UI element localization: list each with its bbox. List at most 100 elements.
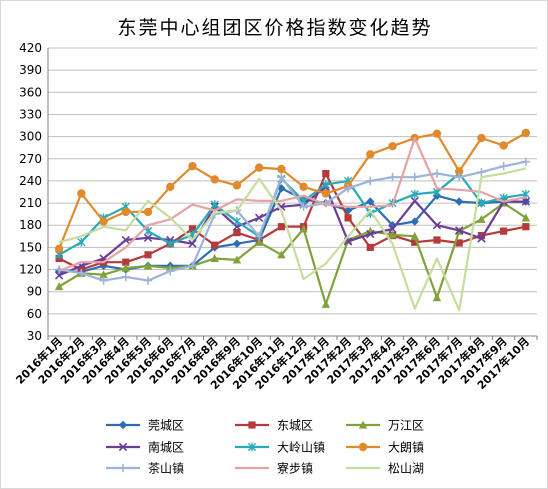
data-point: [143, 207, 153, 217]
data-point: [121, 207, 130, 217]
data-point: [210, 200, 219, 209]
data-point: [321, 299, 331, 308]
data-point: [210, 175, 219, 184]
data-point: [477, 167, 486, 177]
series-6: [54, 128, 531, 254]
grid-layer: [48, 47, 537, 337]
data-point: [343, 184, 353, 193]
data-point: [54, 271, 64, 280]
data-point: [277, 202, 286, 211]
legend-label: 万江区: [388, 419, 424, 433]
legend-swatch-marker: [118, 463, 128, 473]
data-point: [477, 234, 486, 243]
data-point: [477, 214, 486, 223]
y-tick-label: 390: [19, 63, 42, 77]
data-point: [299, 224, 308, 233]
y-tick-label: 420: [19, 41, 42, 55]
data-point: [54, 282, 64, 291]
data-point: [366, 229, 375, 239]
legend-item: 万江区: [346, 419, 424, 433]
series-layer: [54, 128, 531, 312]
chart-title: 东莞中心组团区价格指数变化趋势: [117, 17, 433, 39]
legend-item: 寮步镇: [235, 461, 313, 476]
data-point: [210, 254, 219, 263]
data-point: [366, 176, 375, 186]
data-point: [455, 197, 464, 206]
data-point: [432, 293, 442, 302]
data-point: [77, 237, 86, 247]
data-point: [521, 128, 531, 138]
legend-swatch-marker: [358, 420, 368, 429]
data-point: [410, 173, 419, 182]
y-tick-label: 300: [19, 130, 42, 144]
y-tick-label: 90: [27, 285, 42, 299]
data-point: [388, 224, 397, 234]
y-tick-label: 210: [19, 196, 42, 210]
series-line: [58, 202, 527, 306]
data-point: [277, 164, 286, 174]
data-point: [233, 229, 241, 237]
legend-label: 寮步镇: [277, 461, 313, 476]
data-point: [54, 244, 64, 254]
data-point: [432, 221, 442, 230]
data-point: [254, 163, 264, 172]
legend-item: 南城区: [106, 440, 184, 455]
data-point: [455, 173, 464, 182]
data-point: [277, 173, 286, 182]
data-point: [477, 133, 486, 143]
series-9: [58, 167, 527, 312]
data-point: [99, 276, 108, 285]
data-point: [432, 129, 442, 138]
data-point: [388, 173, 397, 182]
data-point: [121, 263, 130, 272]
legend-swatch-marker: [358, 442, 368, 452]
data-point: [144, 251, 152, 259]
data-point: [232, 217, 242, 226]
y-tick-label: 270: [19, 152, 42, 166]
data-point: [477, 198, 486, 208]
data-point: [232, 181, 242, 190]
data-point: [411, 238, 419, 246]
legend-swatch-marker: [247, 442, 257, 452]
data-point: [77, 269, 86, 278]
legend-label: 莞城区: [148, 419, 184, 433]
data-point: [188, 161, 197, 171]
data-point: [99, 217, 108, 226]
data-point: [499, 141, 508, 150]
data-point: [121, 235, 130, 245]
legend-label: 东城区: [277, 419, 313, 433]
data-point: [477, 231, 486, 240]
y-tick-label: 30: [27, 329, 42, 343]
series-line: [58, 172, 527, 271]
data-point: [299, 202, 308, 211]
data-point: [143, 276, 153, 285]
y-tick-label: 330: [19, 107, 42, 121]
data-point: [77, 189, 86, 198]
data-point: [388, 142, 397, 151]
legend-item: 大朗镇: [346, 441, 424, 455]
y-tick-label: 360: [19, 85, 42, 99]
data-point: [99, 270, 108, 279]
y-tick-label: 180: [19, 218, 42, 232]
legend-swatch-marker: [248, 421, 256, 429]
series-line: [58, 167, 527, 312]
legend-item: 东城区: [235, 419, 313, 433]
data-point: [344, 214, 352, 222]
data-point: [366, 243, 374, 251]
legend-label: 茶山镇: [148, 461, 184, 476]
legend-item: 松山湖: [346, 461, 424, 476]
data-point: [188, 239, 197, 248]
data-point: [232, 255, 242, 264]
y-tick-label: 240: [19, 174, 42, 188]
data-point: [521, 157, 531, 166]
data-point: [254, 237, 264, 246]
data-point: [254, 232, 264, 241]
legend-item: 大岭山镇: [235, 441, 325, 455]
data-point: [166, 266, 175, 276]
legend-label: 松山湖: [388, 461, 424, 476]
series-line: [58, 137, 527, 273]
series-line: [58, 160, 527, 282]
legend-label: 大岭山镇: [277, 441, 325, 455]
